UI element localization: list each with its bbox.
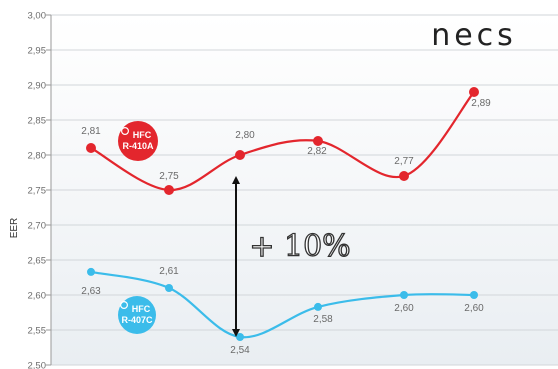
badge-line-2: R-410A xyxy=(122,141,154,151)
series-1-point xyxy=(399,171,409,181)
series-line-1 xyxy=(90,91,475,192)
series-1-point xyxy=(235,150,245,160)
y-tick-label: 2,90 xyxy=(28,81,47,92)
series-1-data-label: 2,82 xyxy=(307,146,327,157)
series-2-data-label: 2,58 xyxy=(313,314,333,325)
series-1-point xyxy=(164,185,174,195)
series-1-point xyxy=(86,143,96,153)
series-1-point xyxy=(469,87,479,97)
series-1-point xyxy=(313,136,323,146)
y-tick-label: 3,00 xyxy=(28,11,47,22)
y-axis-label: EER xyxy=(9,218,20,239)
series-1-data-label: 2,89 xyxy=(471,98,491,109)
series-1-data-label: 2,77 xyxy=(394,156,414,167)
series-1-data-label: 2,75 xyxy=(159,171,179,182)
y-tick-label: 2,65 xyxy=(28,256,47,267)
y-tick-labels: 3,00 2,95 2,90 2,85 2,80 2,75 2,70 2,65 2,60 2,55… xyxy=(28,11,47,369)
difference-annotation: + 10% xyxy=(249,229,350,264)
series-2-data-label: 2,61 xyxy=(159,266,179,277)
series-1-data-label: 2,80 xyxy=(235,130,255,141)
series-2-point xyxy=(165,284,173,292)
series-2-point xyxy=(400,291,408,299)
badge-line-2: R-407C xyxy=(121,315,153,325)
badge-symbol-icon xyxy=(120,126,129,135)
series-2-point xyxy=(87,267,95,276)
y-tick-label: 2,85 xyxy=(28,116,47,127)
series-2-data-label: 2,63 xyxy=(81,286,101,297)
series-2-point xyxy=(314,302,322,311)
y-tick-label: 2,60 xyxy=(28,291,47,302)
series-2-data-label: 2,60 xyxy=(464,303,484,314)
y-tick-label: 2,50 xyxy=(28,361,47,369)
y-tick-label: 2,55 xyxy=(28,326,47,337)
badge-symbol-icon xyxy=(119,301,128,310)
series-2-data-label: 2,54 xyxy=(230,345,250,356)
y-tick-label: 2,75 xyxy=(28,186,47,197)
series-2-data-label: 2,60 xyxy=(394,303,414,314)
y-tick-label: 2,70 xyxy=(28,221,47,232)
badge-line-1: HFC xyxy=(132,304,151,314)
series-2-point xyxy=(236,333,244,341)
series-1-data-label: 2,81 xyxy=(81,126,101,137)
series-2-point xyxy=(470,291,478,299)
y-tick-label: 2,80 xyxy=(28,151,47,162)
y-tick-label: 2,95 xyxy=(28,46,47,57)
badge-line-1: HFC xyxy=(133,130,152,140)
brand-logo: necs xyxy=(431,18,517,53)
series-layer: 2,81 2,75 2,80 2,82 2,77 2,89 2,63 2,61 2,54 2,58… xyxy=(81,87,491,356)
